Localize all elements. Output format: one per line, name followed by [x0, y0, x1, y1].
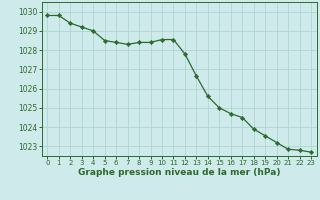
X-axis label: Graphe pression niveau de la mer (hPa): Graphe pression niveau de la mer (hPa): [78, 168, 280, 177]
